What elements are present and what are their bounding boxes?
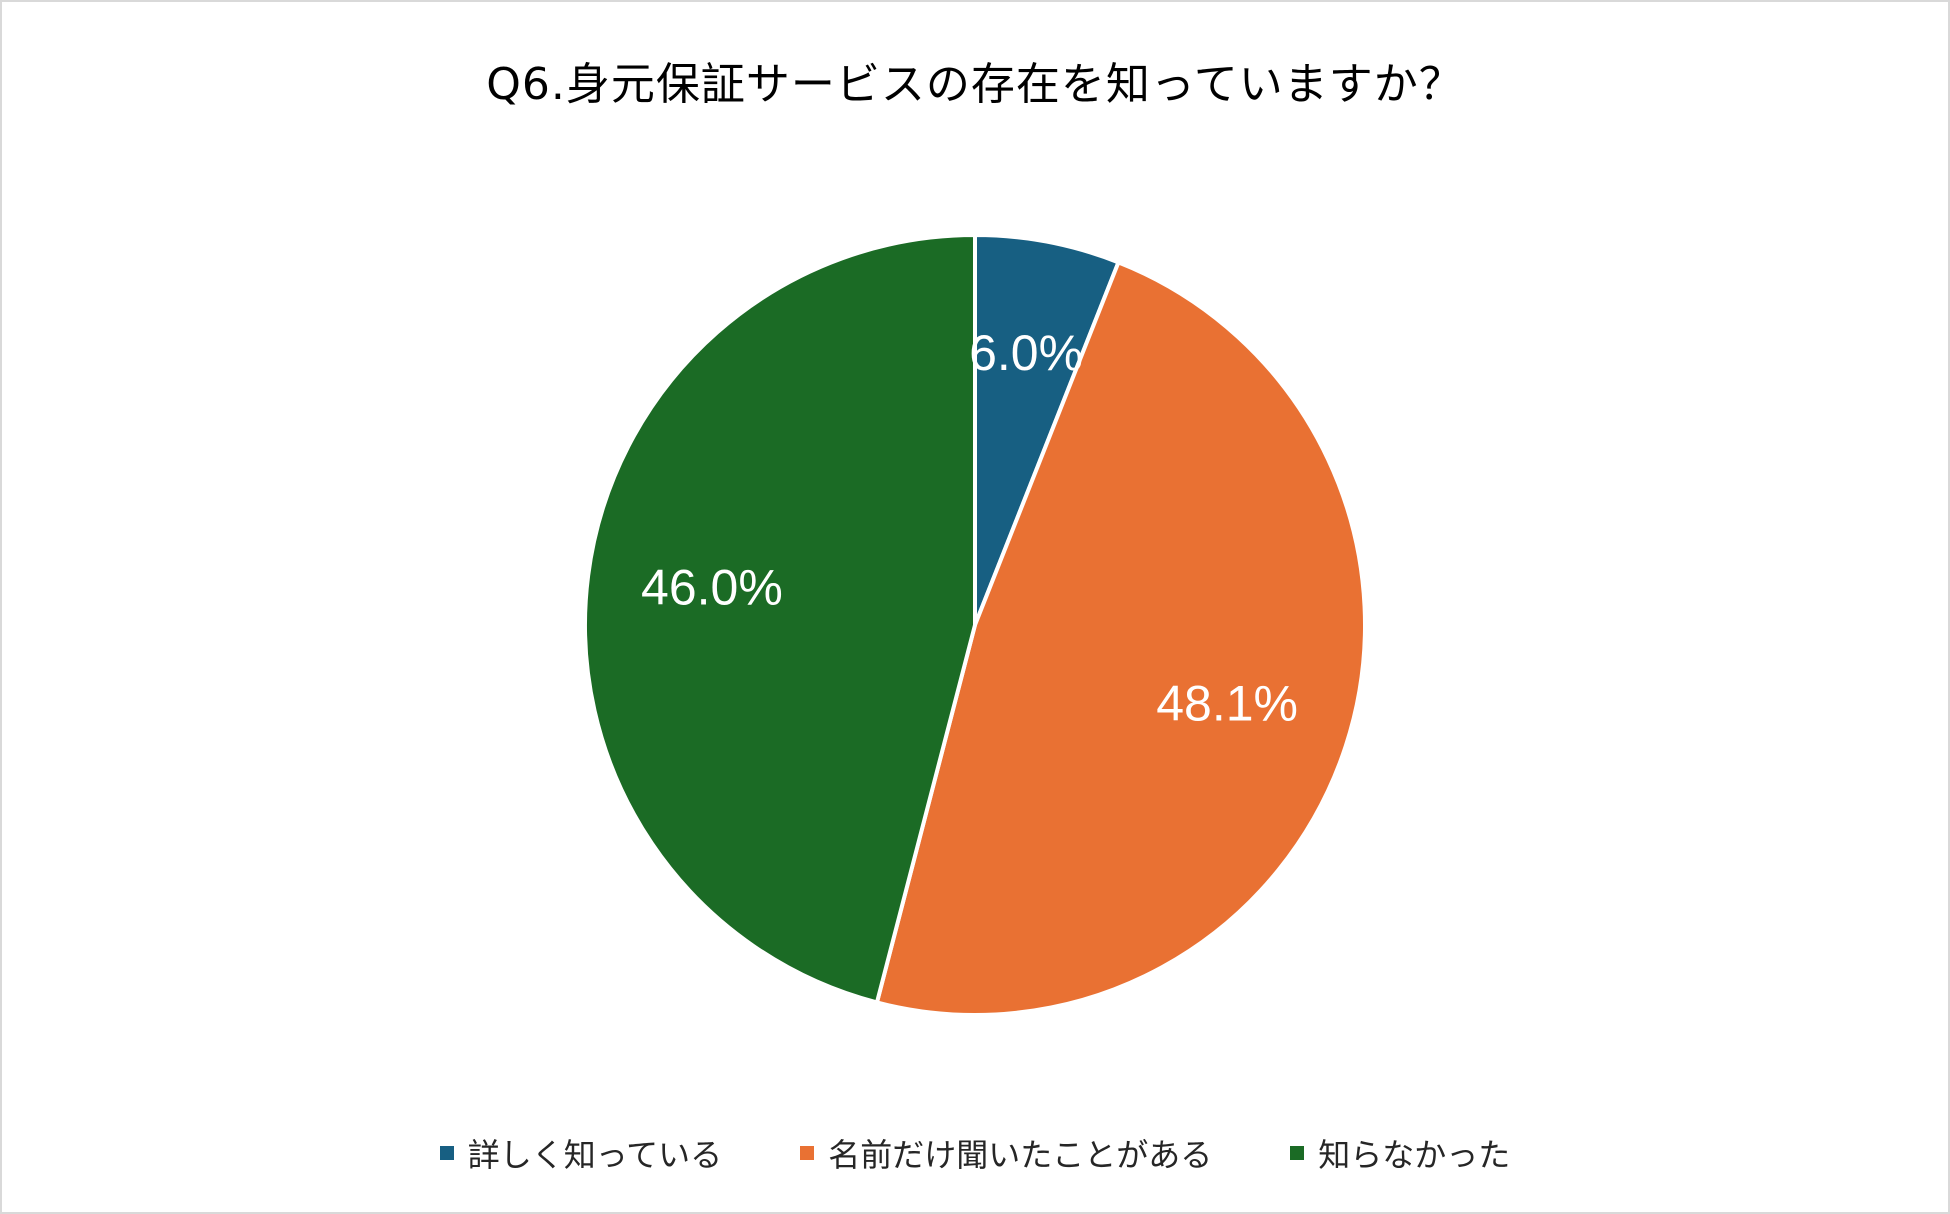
- legend-label: 知らなかった: [1318, 1136, 1511, 1174]
- pie-slice: [583, 233, 977, 1005]
- legend-swatch: [1290, 1146, 1305, 1160]
- legend-swatch: [800, 1146, 815, 1160]
- legend-item: 名前だけ聞いたことがある: [800, 1130, 1212, 1176]
- slice-data-label: 6.0%: [969, 325, 1083, 381]
- legend-swatch: [439, 1146, 454, 1160]
- legend-label: 詳しく知っている: [467, 1136, 723, 1174]
- chart-title: Q6.身元保証サービスの存在を知っていますか？: [486, 59, 1464, 110]
- pie-slice: [874, 260, 1367, 1018]
- legend: 詳しく知っている 名前だけ聞いたことがある 知らなかった: [0, 1130, 1950, 1176]
- legend-item: 知らなかった: [1290, 1130, 1510, 1176]
- legend-label: 名前だけ聞いたことがある: [828, 1136, 1213, 1174]
- legend-item: 詳しく知っている: [439, 1130, 723, 1176]
- slice-data-label: 48.1%: [1156, 675, 1298, 731]
- pie-slice: [973, 233, 1121, 627]
- slice-data-label: 46.0%: [641, 560, 783, 616]
